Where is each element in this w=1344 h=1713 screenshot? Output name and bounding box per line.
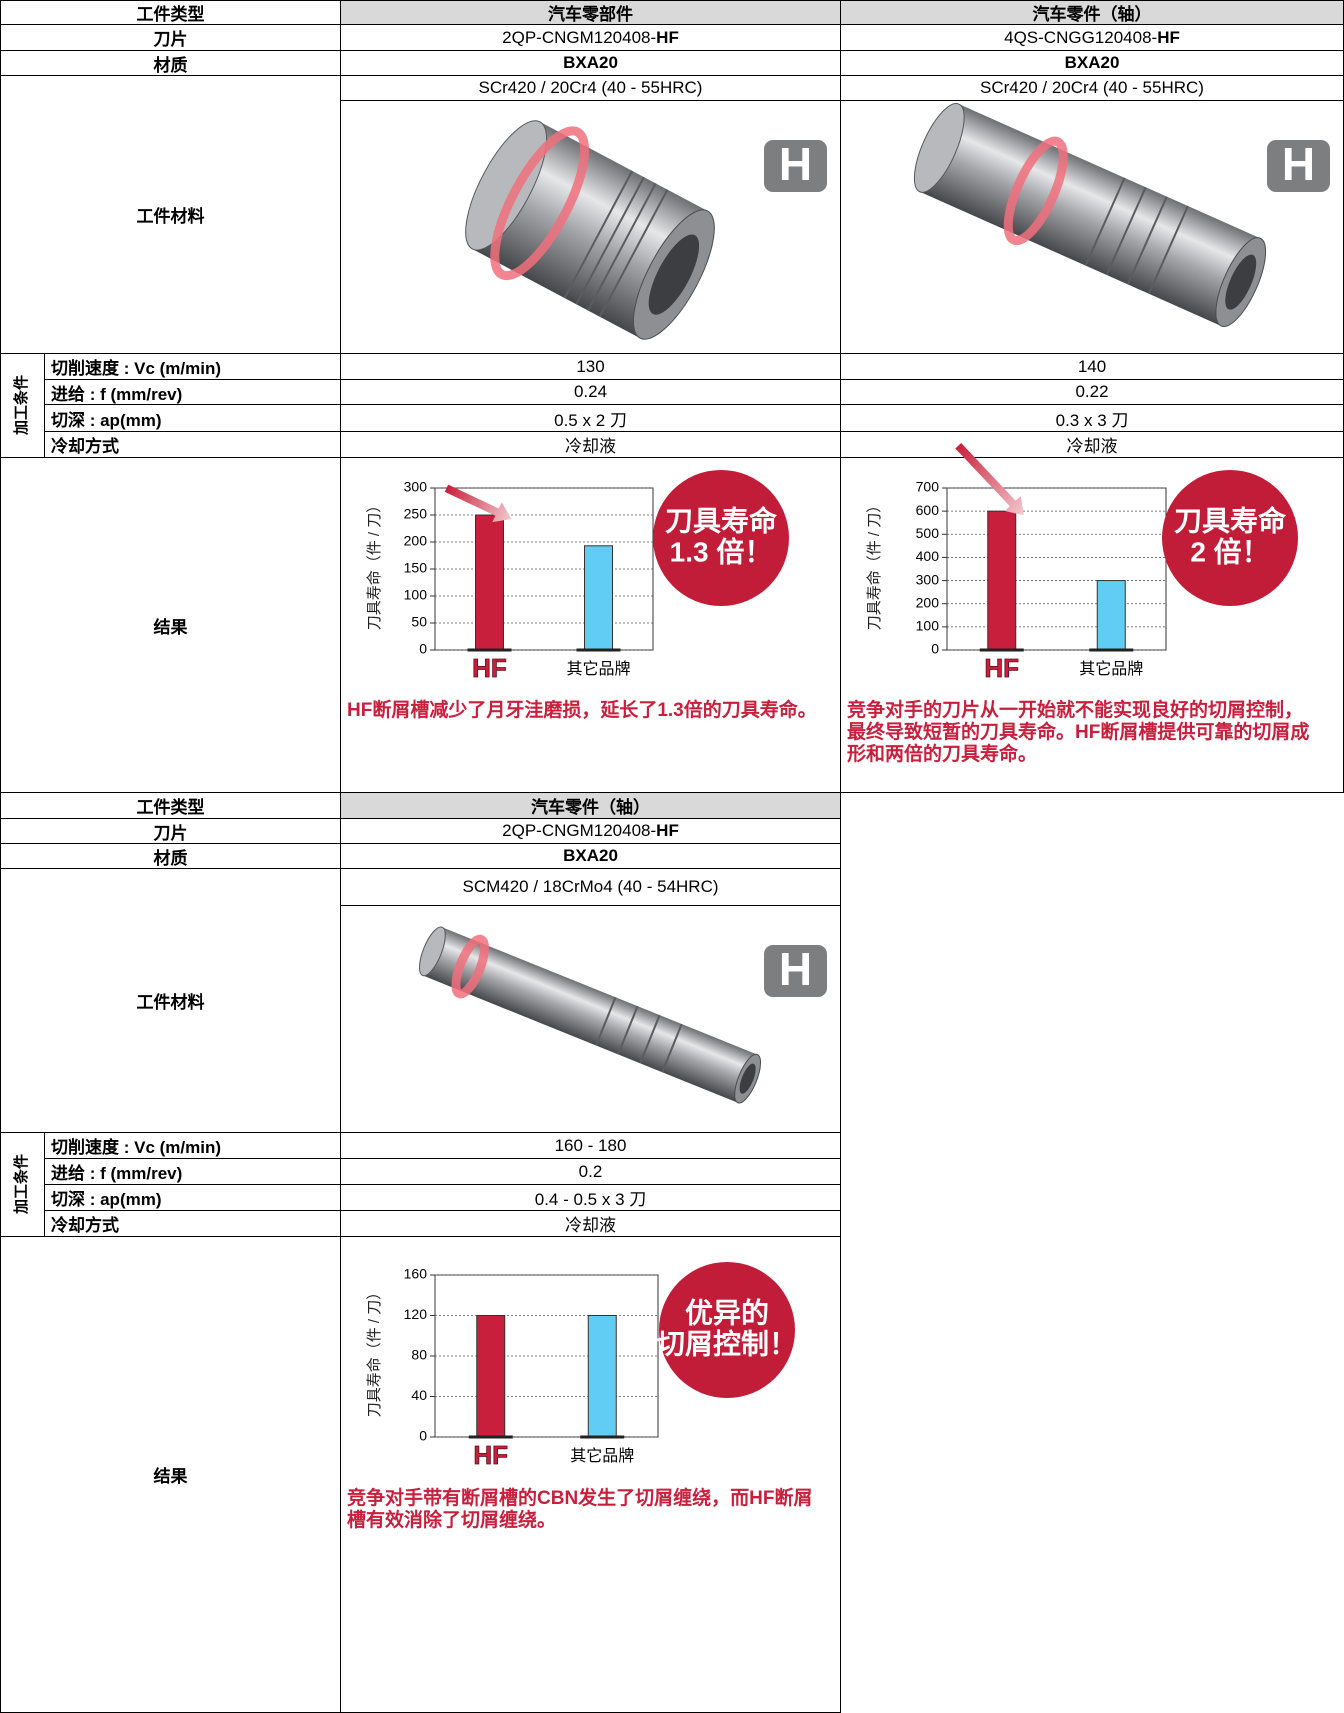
- grade-cell: BXA20: [840, 50, 1344, 76]
- condition-value: 冷却液: [840, 431, 1344, 458]
- value-text: 130: [576, 356, 605, 376]
- material-text: SCr420 / 20Cr4 (40 - 55HRC): [478, 78, 703, 97]
- condition-label: 进给 : f (mm/rev): [44, 379, 341, 405]
- header-text: 汽车零件（轴）: [1032, 5, 1152, 24]
- result-cell: [340, 1236, 841, 1713]
- condition-label: 切深 : ap(mm): [44, 404, 341, 432]
- condition-value: 冷却液: [340, 431, 841, 458]
- row-label: 结果: [0, 1236, 341, 1713]
- condition-group: [0, 353, 45, 458]
- insert-cell: 4QS-CNGG120408- HF: [840, 24, 1344, 51]
- value-text: 冷却液: [565, 437, 616, 456]
- result-note: 竞争对手带有断屑槽的CBN发生了切屑缠绕，而HF断屑槽有效消除了切屑缠绕。: [347, 1488, 813, 1531]
- row-label: 材质: [0, 843, 341, 869]
- row-label: 结果: [0, 457, 341, 793]
- label-text: 结果: [153, 1467, 188, 1486]
- value-text: 0.22: [1075, 382, 1109, 401]
- image-cell: [840, 100, 1344, 354]
- value-text: 0.5 x 2 刀: [554, 410, 627, 430]
- insert-suffix: HF: [656, 27, 679, 47]
- value-text: 160 - 180: [554, 1135, 627, 1155]
- row-label: 工件材料: [0, 868, 341, 1133]
- condition-value: 0.2: [340, 1158, 841, 1185]
- grade-cell: BXA20: [340, 50, 841, 76]
- insert-suffix: HF: [656, 821, 679, 840]
- label-text: 材质: [153, 55, 188, 75]
- row-label: 材质: [0, 50, 341, 76]
- header-cell: 汽车零件（轴）: [340, 792, 841, 819]
- insert-code: 2QP-CNGM120408-: [502, 27, 657, 47]
- condition-value: 0.3 x 3 刀: [840, 404, 1344, 432]
- condition-value: 160 - 180: [340, 1132, 841, 1159]
- row-label: 刀片: [0, 24, 341, 51]
- label-text: 工件材料: [136, 207, 205, 226]
- material-text: SCr420 / 20Cr4 (40 - 55HRC): [980, 78, 1204, 97]
- label-text: 工件类型: [136, 798, 205, 817]
- material-cell: SCM420 / 18CrMo4 (40 - 54HRC): [340, 868, 841, 906]
- row-label: 工件类型: [0, 792, 341, 819]
- condition-label: 切深 : ap(mm): [44, 1184, 341, 1211]
- label-text: 切削速度 : Vc (m/min): [51, 1138, 222, 1157]
- header-text: 汽车零部件: [548, 5, 633, 24]
- condition-value: 0.24: [340, 379, 841, 405]
- result-cell: [340, 457, 841, 793]
- label-text: 材质: [153, 848, 188, 868]
- grade-text: BXA20: [1064, 53, 1120, 72]
- grade-cell: BXA20: [340, 843, 841, 869]
- label-text: 刀片: [153, 823, 188, 843]
- grade-text: BXA20: [563, 846, 618, 865]
- value-text: 0.24: [573, 382, 608, 401]
- insert-code: 2QP-CNGM120408-: [502, 821, 657, 840]
- material-cell: SCr420 / 20Cr4 (40 - 55HRC): [840, 75, 1344, 101]
- condition-label: 冷却方式: [44, 431, 341, 458]
- value-text: 0.3 x 3 刀: [1055, 410, 1129, 430]
- header-cell: 汽车零件（轴）: [840, 0, 1344, 25]
- row-label: 工件材料: [0, 75, 341, 354]
- insert-suffix: HF: [1157, 27, 1180, 47]
- condition-value: 冷却液: [340, 1210, 841, 1237]
- row-label: 工件类型: [0, 0, 341, 25]
- insert-cell: 2QP-CNGM120408- HF: [340, 24, 841, 51]
- label-text: 进给 : f (mm/rev): [51, 384, 183, 404]
- value-text: 0.2: [578, 1161, 603, 1181]
- condition-label: 切削速度 : Vc (m/min): [44, 1132, 341, 1159]
- label-text: 冷却方式: [51, 1216, 119, 1235]
- value-text: 0.4 - 0.5 x 3 刀: [534, 1190, 647, 1209]
- image-cell: [340, 100, 841, 354]
- row-label: 刀片: [0, 818, 341, 844]
- insert-cell: 2QP-CNGM120408- HF: [340, 818, 841, 844]
- header-text: 汽车零件（轴）: [531, 798, 650, 817]
- insert-code: 4QS-CNGG120408-: [1004, 27, 1158, 47]
- image-cell: [340, 905, 841, 1133]
- label-text: 冷却方式: [51, 437, 119, 456]
- material-cell: SCr420 / 20Cr4 (40 - 55HRC): [340, 75, 841, 101]
- condition-value: 0.4 - 0.5 x 3 刀: [340, 1184, 841, 1211]
- condition-label: 冷却方式: [44, 1210, 341, 1237]
- condition-value: 0.5 x 2 刀: [340, 404, 841, 432]
- value-text: 冷却液: [565, 1216, 616, 1235]
- condition-value: 140: [840, 353, 1344, 380]
- condition-value: 130: [340, 353, 841, 380]
- condition-label: 切削速度 : Vc (m/min): [44, 353, 341, 380]
- value-text: 140: [1077, 356, 1107, 376]
- result-note: 竞争对手的刀片从一开始就不能实现良好的切屑控制，最终导致短暂的刀具寿命。HF断屑…: [847, 700, 1310, 765]
- label-text: 切深 : ap(mm): [51, 410, 162, 430]
- value-text: 冷却液: [1066, 437, 1118, 456]
- label-text: 工件类型: [136, 5, 205, 24]
- label-text: 工件材料: [136, 993, 205, 1012]
- label-text: 切深 : ap(mm): [51, 1190, 162, 1209]
- material-text: SCM420 / 18CrMo4 (40 - 54HRC): [462, 877, 719, 896]
- result-note: HF断屑槽减少了月牙洼磨损，延长了1.3倍的刀具寿命。: [347, 700, 817, 721]
- label-text: 刀片: [153, 30, 188, 49]
- header-cell: 汽车零部件: [340, 0, 841, 25]
- condition-label: 进给 : f (mm/rev): [44, 1158, 341, 1185]
- condition-group: [0, 1132, 45, 1237]
- grade-text: BXA20: [563, 53, 618, 72]
- label-text: 切削速度 : Vc (m/min): [51, 359, 222, 378]
- label-text: 进给 : f (mm/rev): [51, 1164, 183, 1183]
- label-text: 结果: [153, 617, 188, 637]
- condition-value: 0.22: [840, 379, 1344, 405]
